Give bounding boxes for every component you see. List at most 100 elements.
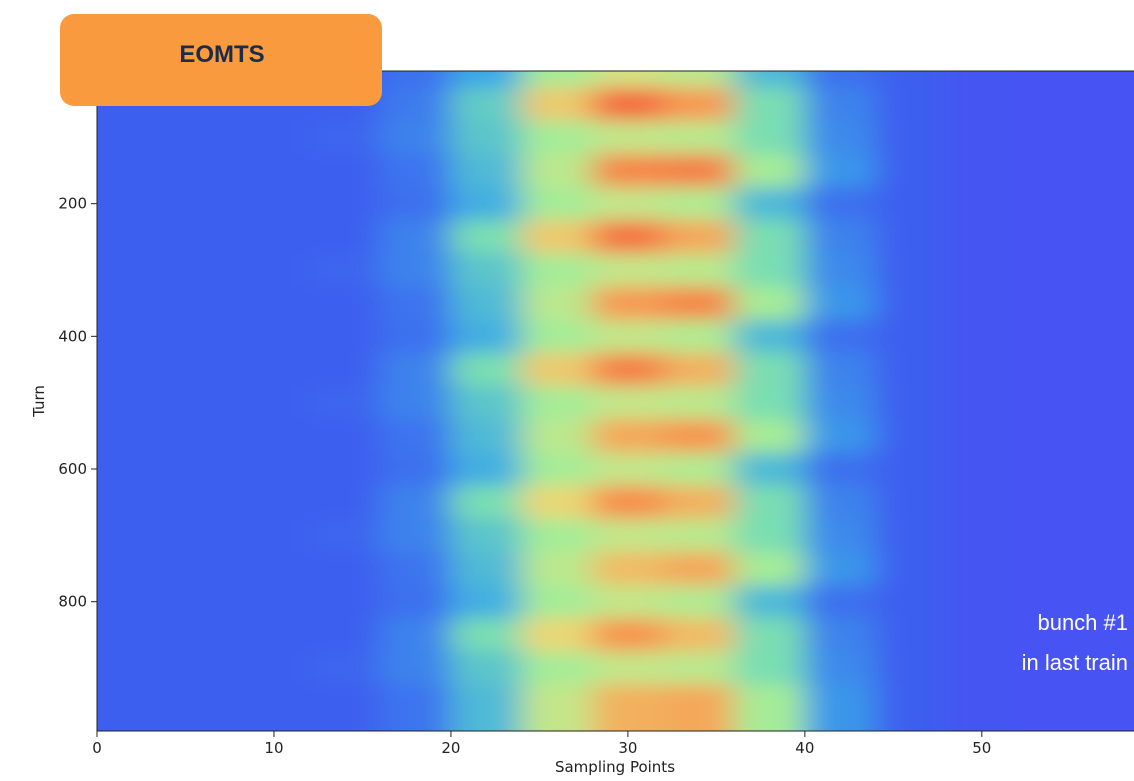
axes: 0 10 20 30 40 50 200 400 600 800 (58, 195, 991, 757)
heatmap-cell (592, 253, 664, 288)
heatmap-cell (663, 551, 735, 586)
heatmap-cell (309, 319, 381, 354)
heatmap-cell (1017, 71, 1089, 89)
heatmap-cell (875, 452, 947, 487)
heatmap-cell (804, 419, 877, 453)
heatmap-cell (309, 419, 381, 453)
heatmap-cell (380, 87, 452, 122)
heatmap-cell (663, 651, 735, 686)
heatmap-cell (521, 585, 593, 619)
heatmap-cell (97, 651, 169, 686)
heatmap-cell (521, 518, 593, 553)
heatmap-cell (663, 120, 735, 155)
heatmap-cell (380, 551, 452, 586)
heatmap-cell (521, 253, 593, 288)
heatmap-cell (380, 684, 452, 731)
heatmap-cell (450, 585, 523, 619)
heatmap-cell (380, 71, 452, 89)
heatmap-cell (1087, 352, 1134, 387)
heatmap-cell (97, 386, 169, 420)
heatmap-cell (663, 286, 735, 321)
heatmap-cell (875, 485, 947, 520)
heatmap-cell (1017, 87, 1089, 122)
heatmap-cell (238, 352, 310, 387)
heatmap-cell (380, 153, 452, 188)
heatmap-cell (734, 319, 806, 354)
heatmap-cell (450, 684, 523, 731)
heatmap-cell (1017, 518, 1089, 553)
heatmap-cell (1087, 71, 1134, 89)
heatmap-cell (97, 684, 169, 731)
heatmap-cell (734, 386, 806, 420)
heatmap-cell (875, 319, 947, 354)
heatmap-cell (309, 485, 381, 520)
heatmap-cell (97, 286, 169, 321)
heatmap-cell (875, 120, 947, 155)
heatmap-cell (1087, 187, 1134, 221)
heatmap-cell (804, 253, 877, 288)
heatmap-cell (450, 220, 523, 254)
heatmap-cell (450, 419, 523, 453)
heatmap-cell (663, 419, 735, 453)
heatmap-cell (875, 684, 947, 731)
heatmap-cell (592, 153, 664, 188)
heatmap-cell (592, 618, 664, 652)
heatmap-cell (450, 651, 523, 686)
heatmap-cell (450, 452, 523, 487)
heatmap-cell (97, 253, 169, 288)
heatmap-cell (380, 651, 452, 686)
heatmap-cell (734, 618, 806, 652)
heatmap-cell (167, 585, 240, 619)
heatmap-cell (663, 187, 735, 221)
heatmap-cell (380, 120, 452, 155)
heatmap-cell (592, 419, 664, 453)
heatmap-cell (1087, 452, 1134, 487)
heatmap-cell (1087, 87, 1134, 122)
heatmap-cell (450, 187, 523, 221)
heatmap-cell (875, 187, 947, 221)
heatmap-cell (450, 286, 523, 321)
heatmap-cell (238, 386, 310, 420)
x-tick-label: 50 (972, 739, 991, 757)
y-tick-label: 200 (58, 195, 87, 213)
heatmap-cell (1087, 684, 1134, 731)
heatmap-cell (97, 120, 169, 155)
heatmap-cell (167, 286, 240, 321)
heatmap-cell (380, 187, 452, 221)
heatmap-cell (97, 352, 169, 387)
heatmap-cell (167, 220, 240, 254)
heatmap-cell (167, 187, 240, 221)
heatmap-cell (734, 651, 806, 686)
heatmap-cell (521, 485, 593, 520)
heatmap-cell (167, 419, 240, 453)
heatmap-cell (592, 551, 664, 586)
heatmap-cell (734, 684, 806, 731)
heatmap-cell (521, 153, 593, 188)
heatmap-cell (592, 585, 664, 619)
heatmap-cell (380, 485, 452, 520)
heatmap-cell (1017, 585, 1089, 619)
heatmap-cell (663, 352, 735, 387)
heatmap-cell (238, 585, 310, 619)
x-tick-label: 30 (618, 739, 637, 757)
heatmap-cell (592, 518, 664, 553)
heatmap-cell (1017, 551, 1089, 586)
heatmap-cell (875, 585, 947, 619)
heatmap-cell (238, 618, 310, 652)
heatmap-cell (592, 71, 664, 89)
heatmap-cell (734, 419, 806, 453)
heatmap-cell (946, 71, 1018, 89)
heatmap-cell (309, 220, 381, 254)
heatmap-cell (804, 153, 877, 188)
heatmap-cell (450, 120, 523, 155)
heatmap-cell (97, 319, 169, 354)
heatmap-cell (663, 618, 735, 652)
heatmap-cell (521, 87, 593, 122)
heatmap-cell (804, 684, 877, 731)
badge (60, 14, 382, 106)
badge-text: EOMTS (179, 41, 264, 68)
heatmap-cell (380, 419, 452, 453)
heatmap-cell (663, 518, 735, 553)
heatmap-cell (521, 684, 593, 731)
